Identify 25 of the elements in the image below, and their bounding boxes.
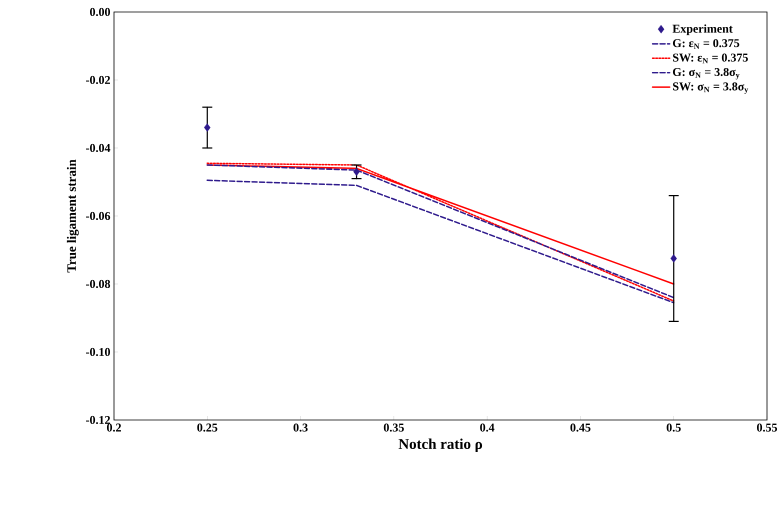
x-tick-label: 0.55 xyxy=(756,424,778,432)
x-tick-label: 0.45 xyxy=(570,424,590,432)
legend-label: G: σ$_{N}$ = 3.8σ$_{y}$ xyxy=(672,68,740,80)
y-tick-label: -0.12 xyxy=(86,416,110,424)
x-tick-label: 0.5 xyxy=(666,424,681,432)
x-tick-label: 0.3 xyxy=(294,424,308,432)
legend-label: G: ε$_{N}$ = 0.375 xyxy=(672,39,740,49)
point xyxy=(670,254,677,263)
legend-label: SW: ε$_{N}$ = 0.375 xyxy=(673,54,748,64)
x-tick-label: 0.25 xyxy=(197,424,218,432)
legend-label: SW: σ$_{N}$ = 3.8σ$_{y}$ xyxy=(673,82,748,94)
y-tick-label: -0.06 xyxy=(86,212,110,220)
y-tick-label: -0.02 xyxy=(86,76,110,84)
x-tick-label: 0.2 xyxy=(106,424,121,432)
y-axis-title: True ligament strain xyxy=(66,159,79,273)
x-tick-label: 0.4 xyxy=(480,424,494,432)
y-tick-label: -0.08 xyxy=(86,280,110,288)
point xyxy=(353,168,360,176)
y-tick-label: -0.04 xyxy=(86,144,110,152)
x-tick-label: 0.35 xyxy=(384,424,404,432)
x-axis-title: Notch ratio ρ xyxy=(398,438,482,452)
point xyxy=(204,123,210,132)
y-tick-label: 0.00 xyxy=(90,8,110,16)
y-tick-label: -0.10 xyxy=(86,348,110,356)
legend-label: Experiment xyxy=(672,24,733,36)
